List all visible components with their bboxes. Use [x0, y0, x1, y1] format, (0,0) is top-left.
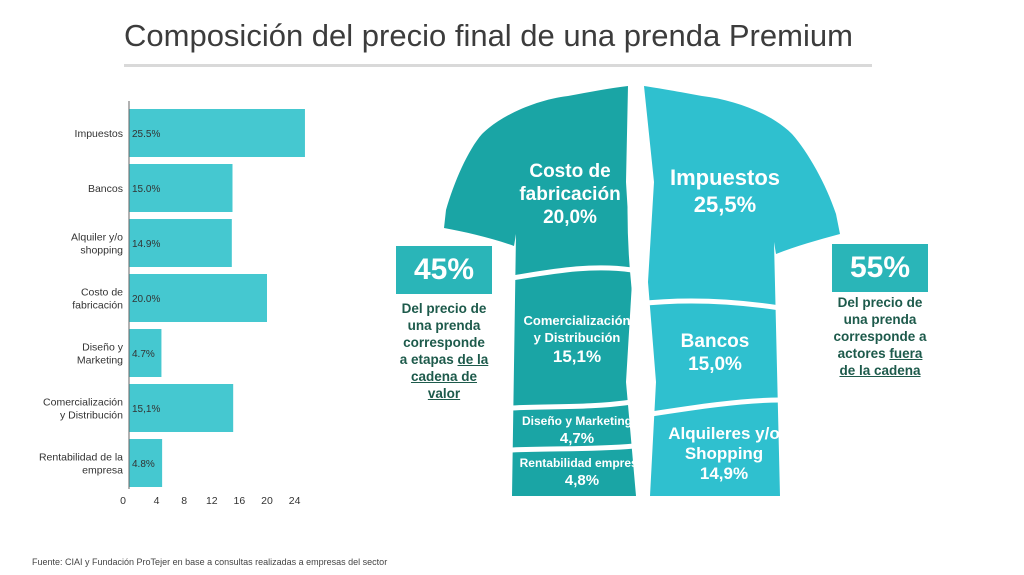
shirt-label-line: 25,5% [693, 192, 757, 217]
shirt-label-rentabilidad: Rentabilidad empresa 4,8% [514, 456, 650, 490]
left-text-line: Del precio de [401, 301, 487, 316]
shirt-label-line: Alquileres y/o [668, 424, 780, 443]
x-tick-label: 0 [120, 495, 126, 507]
left-percentage-box: 45% [396, 246, 492, 294]
left-link-text[interactable]: cadena de [410, 369, 478, 384]
category-label: Alquiler y/o [71, 232, 123, 244]
shirt-left-half [444, 86, 636, 496]
bar [129, 274, 267, 322]
bar [129, 109, 305, 157]
bar-value-label: 25.5% [132, 129, 160, 140]
shirt-label-diseno: Diseño y Marketing 4,7% [514, 414, 640, 448]
category-label: shopping [80, 245, 123, 257]
x-tick-label: 12 [206, 495, 218, 507]
x-tick-label: 4 [154, 495, 160, 507]
right-text-line: corresponde a [833, 329, 927, 344]
shirt-label-line: 4,8% [564, 472, 600, 489]
category-label: Rentabilidad de la [39, 452, 123, 464]
right-text-line: actores [837, 346, 886, 361]
bar [129, 384, 234, 432]
category-label: Comercialización [43, 397, 123, 409]
shirt-seam-left-2 [511, 399, 633, 411]
shirt-label-line: fabricación [519, 184, 621, 205]
title-divider [124, 64, 872, 67]
category-label: Marketing [77, 355, 123, 367]
shirt-seam-right-1 [637, 298, 781, 311]
shirt-label-impuestos: Impuestos 25,5% [650, 164, 800, 218]
shirt-label-line: Comercialización [523, 313, 631, 328]
right-description: Del precio de una prenda corresponde a a… [818, 294, 942, 379]
category-label: fabricación [72, 300, 123, 312]
shirt-label-line: 20,0% [543, 207, 597, 228]
right-link-text[interactable]: fuera [889, 346, 923, 361]
shirt-label-line: Shopping [684, 444, 764, 463]
shirt-label-line: Costo de [529, 161, 611, 182]
bar-value-label: 20.0% [132, 294, 160, 305]
tshirt-graphic [444, 85, 840, 497]
left-description: Del precio de una prenda corresponde a e… [384, 300, 504, 402]
left-text-line: una prenda [407, 318, 481, 333]
shirt-label-line: Bancos [680, 331, 750, 352]
right-percentage-value: 55% [849, 251, 911, 284]
shirt-label-line: Diseño y Marketing [521, 414, 633, 428]
shirt-seam-right-2 [637, 397, 781, 419]
page-title: Composición del precio final de una pren… [124, 18, 853, 53]
shirt-label-line: 15,1% [552, 347, 602, 366]
left-link-text[interactable]: de la [457, 352, 489, 367]
bar [129, 329, 162, 377]
bar-value-label: 4.7% [132, 349, 155, 360]
bar-chart: 25.5% Impuestos 15.0% Bancos 14.9% Alquiler y… [39, 101, 305, 507]
bar [129, 219, 232, 267]
shirt-label-comercializacion: Comercialización y Distribución 15,1% [514, 312, 640, 368]
shirt-label-alquileres: Alquileres y/o Shopping 14,9% [652, 424, 796, 484]
shirt-label-line: Rentabilidad empresa [519, 456, 645, 470]
bar [129, 164, 233, 212]
right-text-line: una prenda [843, 312, 917, 327]
category-label: y Distribución [60, 410, 123, 422]
category-label: Costo de [81, 287, 123, 299]
shirt-label-line: 14,9% [699, 464, 749, 483]
right-percentage-box: 55% [832, 244, 928, 292]
source-note: Fuente: CIAI y Fundación ProTejer en bas… [32, 557, 388, 567]
shirt-label-line: 4,7% [559, 430, 595, 447]
shirt-label-costo: Costo de fabricación 20,0% [500, 160, 640, 229]
category-label: empresa [82, 465, 123, 477]
category-label: Diseño y [82, 342, 124, 354]
x-tick-label: 16 [234, 495, 246, 507]
right-text-line: Del precio de [837, 295, 923, 310]
shirt-right-half [644, 86, 840, 496]
bar-value-label: 15.0% [132, 184, 160, 195]
x-tick-label: 8 [181, 495, 187, 507]
shirt-label-line: Impuestos [669, 165, 781, 190]
left-link-text[interactable]: valor [427, 386, 461, 401]
shirt-label-line: y Distribución [533, 330, 621, 345]
bar-value-label: 14.9% [132, 239, 160, 250]
x-tick-label: 24 [289, 495, 301, 507]
category-label: Impuestos [75, 128, 123, 140]
bar-value-label: 15,1% [132, 404, 160, 415]
shirt-seam-left-1 [511, 265, 633, 281]
left-percentage-value: 45% [413, 253, 475, 286]
bar [129, 439, 163, 487]
shirt-label-line: 15,0% [688, 354, 742, 375]
right-link-text[interactable]: de la cadena [839, 363, 921, 378]
bar-value-label: 4.8% [132, 459, 155, 470]
category-label: Bancos [88, 183, 123, 195]
shirt-label-bancos: Bancos 15,0% [650, 330, 780, 376]
left-text-line: a etapas [399, 352, 454, 367]
shirt-seam-center [627, 85, 647, 497]
left-text-line: corresponde [403, 335, 485, 350]
x-tick-label: 20 [261, 495, 273, 507]
shirt-seam-left-3 [511, 443, 635, 453]
